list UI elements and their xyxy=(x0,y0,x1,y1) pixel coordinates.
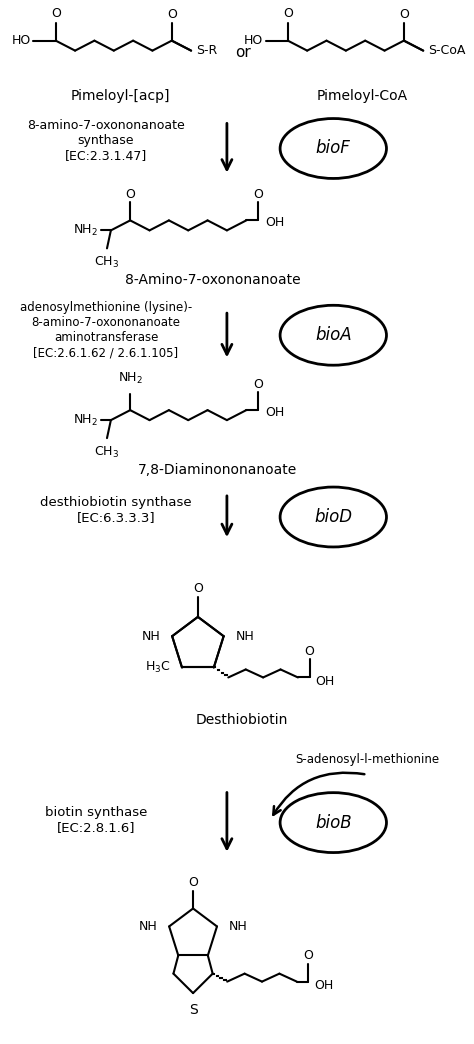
Text: bioF: bioF xyxy=(316,140,351,158)
Text: NH$_2$: NH$_2$ xyxy=(118,371,143,386)
FancyArrowPatch shape xyxy=(273,773,365,814)
Text: NH: NH xyxy=(228,920,247,933)
Text: O: O xyxy=(253,378,263,390)
Text: Pimeloyl-CoA: Pimeloyl-CoA xyxy=(317,89,408,102)
Text: O: O xyxy=(51,7,61,20)
Text: bioD: bioD xyxy=(314,508,352,526)
Text: H$_3$C: H$_3$C xyxy=(145,660,170,675)
Text: adenosylmethionine (lysine)-
8-amino-7-oxononanoate
aminotransferase
[EC:2.6.1.6: adenosylmethionine (lysine)- 8-amino-7-o… xyxy=(20,302,192,359)
Text: S-adenosyl-l-methionine: S-adenosyl-l-methionine xyxy=(295,753,439,766)
Text: bioB: bioB xyxy=(315,813,352,832)
Text: biotin synthase
[EC:2.8.1.6]: biotin synthase [EC:2.8.1.6] xyxy=(45,806,147,833)
Text: O: O xyxy=(253,188,263,200)
Text: O: O xyxy=(125,188,135,200)
Text: O: O xyxy=(399,8,409,21)
Text: O: O xyxy=(303,949,313,963)
Text: CH$_3$: CH$_3$ xyxy=(94,445,119,460)
Text: NH$_2$: NH$_2$ xyxy=(73,222,98,238)
Text: NH: NH xyxy=(139,920,157,933)
Text: or: or xyxy=(236,45,251,61)
Text: OH: OH xyxy=(315,674,335,688)
Text: HO: HO xyxy=(244,34,263,47)
Text: Pimeloyl-[acp]: Pimeloyl-[acp] xyxy=(71,89,170,102)
Text: desthiobiotin synthase
[EC:6.3.3.3]: desthiobiotin synthase [EC:6.3.3.3] xyxy=(40,496,191,524)
Text: 7,8-Diaminononanoate: 7,8-Diaminononanoate xyxy=(137,464,297,477)
Text: OH: OH xyxy=(265,216,285,229)
Text: O: O xyxy=(283,7,293,20)
Text: S-R: S-R xyxy=(196,44,217,57)
Text: OH: OH xyxy=(314,979,334,992)
Text: 8-Amino-7-oxononanoate: 8-Amino-7-oxononanoate xyxy=(125,274,300,287)
Text: 8-amino-7-oxononanoate
synthase
[EC:2.3.1.47]: 8-amino-7-oxononanoate synthase [EC:2.3.… xyxy=(27,119,185,162)
Text: CH$_3$: CH$_3$ xyxy=(94,256,119,270)
Text: NH$_2$: NH$_2$ xyxy=(73,412,98,428)
Text: bioA: bioA xyxy=(315,326,352,345)
Text: Desthiobiotin: Desthiobiotin xyxy=(195,713,288,727)
Text: HO: HO xyxy=(11,34,31,47)
Text: NH: NH xyxy=(235,630,254,643)
Text: O: O xyxy=(305,645,314,658)
Text: NH: NH xyxy=(142,630,161,643)
Text: S-CoA: S-CoA xyxy=(428,44,465,57)
Text: O: O xyxy=(188,876,198,889)
Text: S: S xyxy=(189,1003,198,1017)
Text: OH: OH xyxy=(265,406,285,419)
Text: O: O xyxy=(193,583,203,595)
Text: O: O xyxy=(167,8,177,21)
